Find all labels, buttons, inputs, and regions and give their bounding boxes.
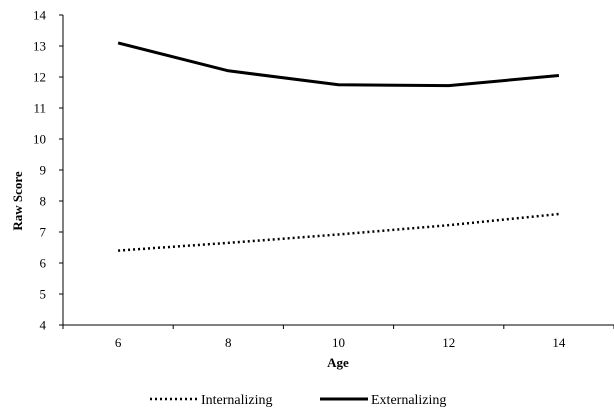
- y-tick-label: 8: [40, 194, 47, 209]
- y-tick-label: 5: [40, 287, 47, 302]
- x-tick-label: 12: [442, 335, 455, 350]
- legend-label-externalizing: Externalizing: [371, 393, 446, 408]
- x-tick-label: 8: [225, 335, 232, 350]
- x-tick-label: 14: [552, 335, 566, 350]
- y-axis-title: Raw Score: [10, 171, 25, 231]
- axes: [59, 14, 614, 329]
- y-tick-label: 6: [40, 256, 47, 271]
- series-line-internalizing: [118, 212, 560, 252]
- tick-labels: 4 5 6 7 8 9 10 11 12 13 14 6 8 10 12 14: [33, 8, 566, 351]
- y-tick-label: 12: [33, 70, 46, 85]
- legend-label-internalizing: Internalizing: [201, 393, 273, 408]
- y-tick-label: 4: [40, 318, 47, 333]
- x-axis-title: Age: [327, 355, 349, 370]
- y-tick-label: 10: [33, 132, 46, 147]
- y-tick-label: 9: [40, 163, 47, 178]
- y-tick-label: 7: [40, 225, 47, 240]
- y-tick-label: 13: [33, 39, 46, 54]
- y-tick-label: 14: [33, 8, 47, 23]
- y-tick-label: 11: [33, 101, 46, 116]
- series-line-externalizing: [117, 41, 560, 88]
- x-tick-label: 6: [115, 335, 122, 350]
- legend: Internalizing Externalizing: [150, 393, 446, 408]
- x-tick-label: 10: [332, 335, 345, 350]
- series-lines: [117, 41, 560, 252]
